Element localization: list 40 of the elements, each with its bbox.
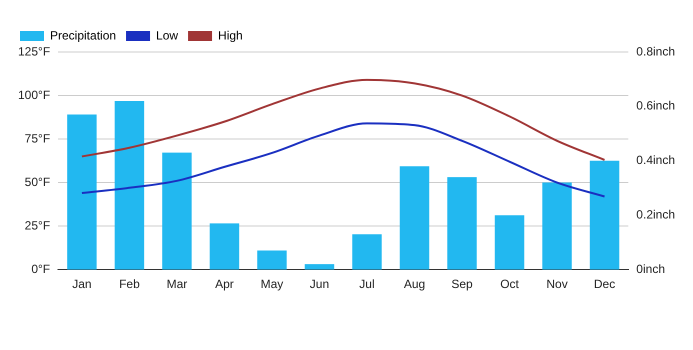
x-tick-label: Nov [546,277,568,292]
x-tick-label: Jun [310,277,330,292]
bar [400,166,430,270]
y-tick-label: 50°F [24,174,50,189]
y-tick-label: 100°F [18,88,50,102]
x-tick-label: Jul [359,277,375,292]
y2-tick-label: 0.8inch [636,44,676,58]
y-tick-label: 75°F [24,131,50,146]
y2-tick-label: 0.2inch [636,208,676,222]
x-tick-label: May [260,277,284,292]
y-tick-label: 0°F [31,262,50,276]
y-tick-label: 25°F [24,218,50,232]
bar [542,182,572,270]
x-tick-label: Oct [500,277,520,292]
bar [304,264,334,270]
bar [494,215,524,270]
bar [590,160,620,270]
y2-tick-label: 0.4inch [636,153,676,168]
bar [447,177,477,270]
bar [67,114,97,270]
x-tick-label: Apr [215,277,234,292]
legend-label: High [218,28,243,42]
x-tick-label: Sep [451,277,474,292]
x-tick-label: Jan [72,277,92,292]
x-tick-label: Dec [594,277,616,292]
legend-label: Precipitation [50,28,116,42]
y2-tick-label: 0.6inch [636,98,676,113]
x-tick-label: Aug [404,277,426,292]
line-series [80,78,606,161]
x-tick-label: Mar [166,277,188,292]
y2-tick-label: 0inch [636,262,665,276]
x-tick-label: Feb [119,277,140,292]
bar [257,250,287,270]
bar [210,223,240,270]
bar [162,152,192,270]
bar [114,100,144,270]
y-tick-label: 125°F [18,44,50,58]
bar [352,234,382,270]
legend-label: Low [156,28,178,42]
line-series [80,122,606,198]
